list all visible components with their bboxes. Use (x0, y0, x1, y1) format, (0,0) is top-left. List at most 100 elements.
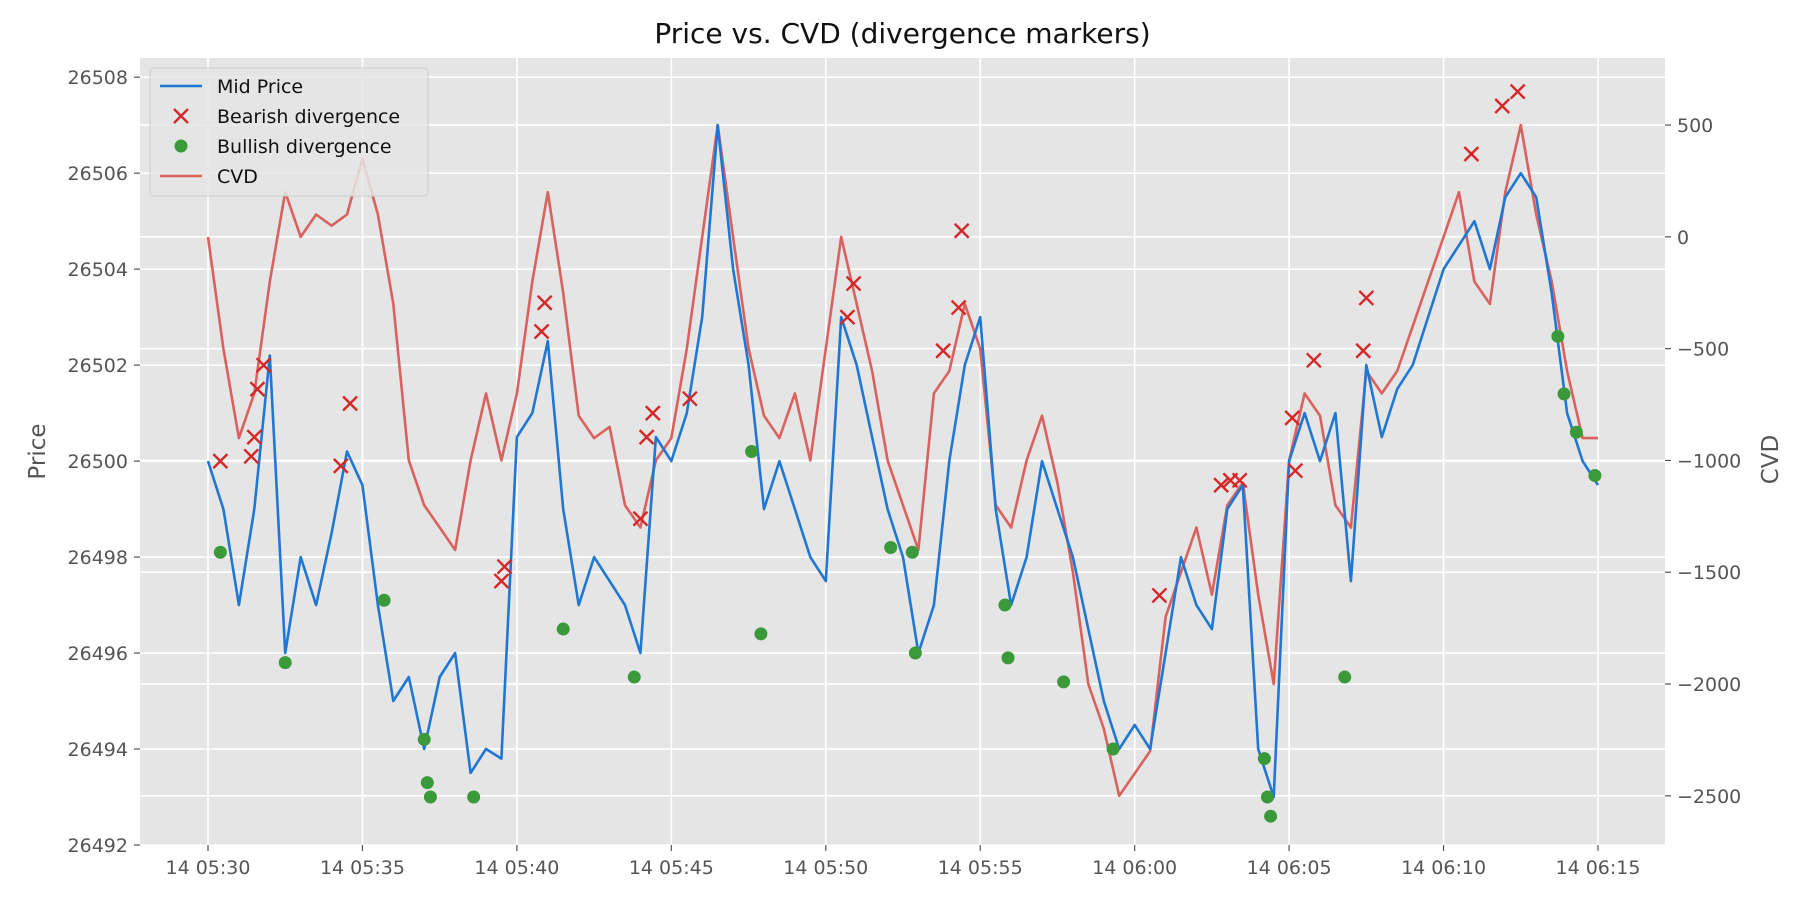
y2-axis-label: CVD (1758, 435, 1784, 485)
bearish-x-stroke (342, 395, 358, 412)
bearish-divergence-marker (493, 573, 510, 589)
bullish-divergence-marker (467, 790, 481, 804)
bearish-x-stroke (493, 573, 510, 589)
bearish-divergence-marker (1494, 98, 1511, 114)
bullish-divergence-marker (213, 545, 227, 559)
bullish-divergence-marker (556, 622, 570, 636)
bearish-x-stroke (1494, 98, 1511, 114)
bullish-divergence-marker (1557, 387, 1571, 401)
bearish-x-stroke (845, 275, 862, 292)
y-tick-label: 26496 (68, 643, 128, 665)
bearish-divergence-marker (342, 395, 358, 412)
bearish-divergence-marker (1509, 83, 1526, 100)
x-tick-label: 14 06:15 (1556, 857, 1641, 879)
bearish-x-stroke (536, 294, 553, 311)
bullish-divergence-marker (1569, 425, 1583, 439)
y2-tick-label: −500 (1677, 339, 1729, 361)
bearish-divergence-marker (1231, 472, 1248, 489)
bearish-x-stroke (682, 390, 698, 407)
x-tick-label: 14 05:35 (320, 857, 405, 879)
bearish-divergence-marker (845, 275, 862, 292)
bullish-divergence-marker (1257, 752, 1271, 766)
y-tick-label: 26504 (68, 259, 128, 281)
x-tick-label: 14 05:45 (629, 857, 714, 879)
bullish-divergence-marker (377, 593, 391, 607)
bullish-divergence-marker (754, 627, 768, 641)
bearish-divergence-marker (496, 558, 513, 575)
bearish-x-stroke (1231, 472, 1248, 489)
bullish-divergence-marker (1260, 790, 1274, 804)
bearish-x-stroke (644, 405, 661, 421)
y2-tick-label: −1500 (1677, 562, 1741, 584)
bearish-divergence-marker (243, 448, 260, 465)
bearish-x-stroke (1358, 290, 1375, 306)
bearish-x-stroke (1509, 83, 1526, 100)
bearish-x-stroke (249, 381, 266, 397)
bullish-divergence-marker (278, 656, 292, 670)
bullish-divergence-marker (423, 790, 437, 804)
bullish-divergence-marker (1551, 329, 1565, 343)
bearish-divergence-marker (638, 429, 655, 445)
bullish-divergence-marker (627, 670, 641, 684)
bearish-x-stroke (496, 558, 513, 575)
bearish-x-stroke (243, 448, 260, 465)
bearish-x-stroke (1463, 146, 1480, 162)
bearish-x-stroke (1284, 410, 1301, 426)
bullish-divergence-marker (905, 545, 919, 559)
bearish-divergence-marker (1287, 462, 1304, 479)
bearish-divergence-marker (212, 453, 229, 469)
bullish-divergence-marker (1588, 468, 1602, 482)
y2-tick-label: −2000 (1677, 674, 1741, 696)
bearish-divergence-marker (533, 323, 550, 340)
bearish-divergence-marker (632, 510, 649, 527)
bearish-x-stroke (950, 299, 967, 316)
y-tick-label: 26502 (68, 355, 128, 377)
bearish-divergence-marker (1284, 410, 1301, 426)
bearish-x-stroke (212, 453, 229, 469)
bullish-divergence-marker (998, 598, 1012, 612)
bearish-divergence-marker (1358, 290, 1375, 306)
legend-label-mid-price: Mid Price (217, 76, 303, 98)
bearish-divergence-marker (1355, 342, 1372, 359)
bearish-divergence-marker (249, 381, 266, 397)
bearish-divergence-marker (332, 458, 349, 474)
bullish-divergence-marker (908, 646, 922, 660)
x-tick-label: 14 06:00 (1092, 857, 1177, 879)
bearish-x-stroke (1287, 462, 1304, 479)
bearish-x-stroke (638, 429, 655, 445)
bearish-x-stroke (632, 510, 649, 527)
y2-tick-label: −2500 (1677, 786, 1741, 808)
y-tick-label: 26494 (68, 739, 128, 761)
x-tick-label: 14 05:50 (783, 857, 868, 879)
price-series-layer (206, 123, 1600, 799)
legend-box (149, 67, 429, 197)
bullish-divergence-marker (1106, 742, 1120, 756)
bearish-x-stroke (935, 342, 952, 359)
x-tick-label: 14 06:05 (1247, 857, 1332, 879)
bearish-divergence-marker (950, 299, 967, 316)
bearish-divergence-marker (246, 429, 263, 445)
grid-lines (140, 58, 1665, 846)
bullish-divergence-marker (884, 540, 898, 554)
y-tick-label: 26506 (68, 163, 128, 185)
bearish-divergence-marker (644, 405, 661, 421)
bearish-x-stroke (246, 429, 263, 445)
bullish-divergence-marker (745, 445, 759, 458)
bullish-divergence-marker (1264, 809, 1278, 823)
bearish-divergence-marker (1463, 146, 1480, 162)
y2-tick-label: 0 (1677, 227, 1689, 249)
legend-label-cvd: CVD (217, 166, 258, 188)
divergence-markers (212, 83, 1602, 823)
bearish-divergence-marker (839, 309, 856, 325)
x-tick-label: 14 05:40 (474, 857, 559, 879)
x-tick-label: 14 06:10 (1401, 857, 1486, 879)
bullish-divergence-marker (417, 732, 431, 746)
legend-swatch-bullish-circle-icon (174, 139, 188, 153)
bearish-x-stroke (533, 323, 550, 340)
legend-label-bearish: Bearish divergence (217, 106, 400, 128)
y-tick-label: 26500 (68, 451, 128, 473)
bullish-divergence-marker (420, 776, 434, 790)
bearish-divergence-marker (1305, 352, 1322, 369)
